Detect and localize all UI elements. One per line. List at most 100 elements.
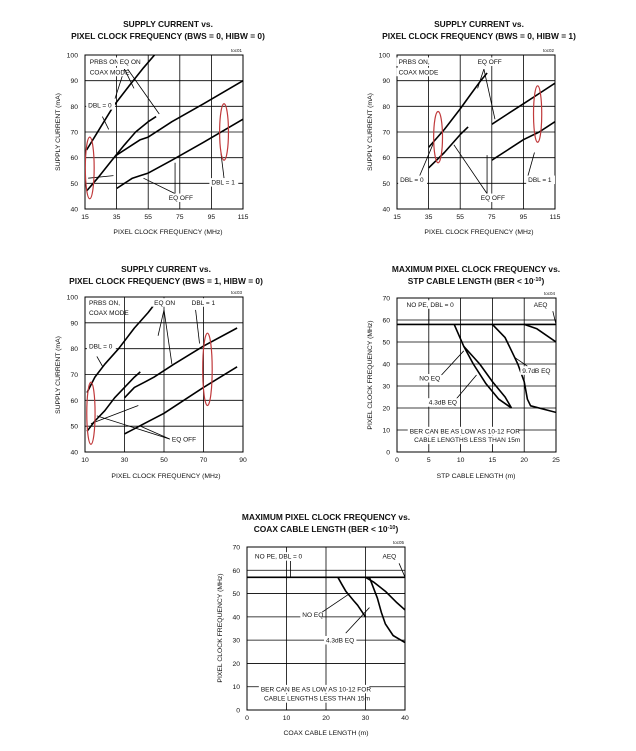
highlight-ellipse bbox=[85, 136, 95, 200]
chart-figure-tag: toc05 bbox=[393, 540, 405, 545]
chart-figure-tag: toc01 bbox=[231, 48, 243, 53]
y-tick-label: 60 bbox=[382, 155, 390, 162]
annotation-label: BER CAN BE AS LOW AS 10-12 FOR bbox=[261, 686, 372, 693]
annotation-label: AEQ bbox=[382, 554, 396, 561]
plot-frame bbox=[84, 54, 244, 210]
y-tick-label: 60 bbox=[70, 398, 78, 405]
chart-title-line-2: STP CABLE LENGTH (BER < 10-10) bbox=[408, 276, 545, 286]
annotation-leader bbox=[88, 175, 114, 179]
annotation-label: DBL = 0 bbox=[88, 103, 112, 110]
annotation-label: EQ OFF bbox=[172, 437, 196, 444]
y-axis-label: PIXEL CLOCK FREQUENCY (MHz) bbox=[367, 320, 374, 429]
annotation-label: CABLE LENGTHS LESS THAN 15m bbox=[414, 437, 520, 444]
annotation-leader bbox=[195, 309, 200, 344]
annotation-backing bbox=[209, 178, 239, 187]
x-tick-label: 70 bbox=[200, 457, 208, 464]
highlight-ellipse bbox=[532, 85, 543, 143]
annotation-label: NO EQ bbox=[302, 612, 323, 619]
series-line-3 bbox=[124, 366, 238, 435]
annotation-backing bbox=[252, 552, 307, 561]
x-tick-label: 10 bbox=[283, 715, 291, 722]
annotation-backing bbox=[86, 308, 123, 318]
plot-area bbox=[417, 68, 555, 194]
y-tick-label: 10 bbox=[382, 428, 390, 435]
annotation-label: PRBS ON, bbox=[89, 300, 120, 307]
chart-title-line-1: SUPPLY CURRENT vs. bbox=[123, 19, 213, 29]
annotation-leader bbox=[143, 177, 176, 194]
annotation-backing bbox=[407, 426, 519, 436]
annotation-label: NO PE, DBL = 0 bbox=[407, 302, 455, 309]
y-tick-label: 70 bbox=[382, 130, 390, 137]
annotation-label: COAX MODE bbox=[399, 69, 439, 76]
y-tick-label: 60 bbox=[382, 318, 390, 325]
annotation-label: COAX MODE bbox=[90, 69, 130, 76]
annotation-leader bbox=[483, 69, 496, 120]
x-tick-label: 55 bbox=[144, 214, 152, 221]
plot-area bbox=[397, 309, 556, 414]
annotation-label: DBL = 1 bbox=[528, 177, 552, 184]
x-tick-label: 0 bbox=[395, 457, 399, 464]
annotation-label: EQ ON bbox=[120, 59, 141, 66]
y-tick-label: 40 bbox=[70, 207, 78, 214]
annotation-backing bbox=[261, 694, 362, 703]
chart-title-line-2: PIXEL CLOCK FREQUENCY (BWS = 1, HIBW = 0… bbox=[69, 276, 263, 286]
annotation-backing bbox=[396, 57, 429, 66]
y-tick-label: 50 bbox=[232, 591, 240, 598]
annotation-backing bbox=[189, 298, 219, 307]
chart-supply-current-bws1-hibw0: SUPPLY CURRENT vs. PIXEL CLOCK FREQUENCY … bbox=[55, 264, 263, 480]
annotation-backing bbox=[380, 552, 396, 561]
annotation-backing bbox=[531, 300, 547, 309]
x-tick-label: 95 bbox=[520, 214, 528, 221]
annotation-backing bbox=[417, 374, 440, 383]
chart-title-line-1: MAXIMUM PIXEL CLOCK FREQUENCY vs. bbox=[242, 512, 410, 522]
y-tick-label: 90 bbox=[70, 78, 78, 85]
y-tick-label: 0 bbox=[236, 708, 240, 715]
annotation-leader bbox=[163, 309, 173, 365]
chart-max-clock-stp-cable: MAXIMUM PIXEL CLOCK FREQUENCY vs. STP CAB… bbox=[367, 264, 560, 480]
plot-area bbox=[247, 560, 405, 644]
annotation-backing bbox=[475, 57, 501, 66]
annotation-leader bbox=[345, 607, 370, 634]
annotation-leader bbox=[453, 144, 488, 194]
annotation-leader bbox=[140, 425, 171, 440]
annotation-label: NO PE, DBL = 0 bbox=[255, 554, 303, 561]
annotation-backing bbox=[412, 435, 513, 445]
y-axis-label: SUPPLY CURRENT (mA) bbox=[367, 93, 374, 171]
x-tick-label: 35 bbox=[113, 214, 121, 221]
x-axis-label: PIXEL CLOCK FREQUENCY (MHz) bbox=[113, 229, 222, 236]
annotation-label: DBL = 0 bbox=[400, 177, 424, 184]
x-tick-label: 10 bbox=[81, 457, 89, 464]
annotation-label: EQ ON bbox=[154, 300, 175, 307]
x-tick-label: 15 bbox=[81, 214, 89, 221]
plot-frame bbox=[396, 54, 556, 210]
annotation-backing bbox=[404, 300, 459, 309]
y-tick-label: 70 bbox=[70, 372, 78, 379]
annotation-backing bbox=[86, 298, 120, 307]
y-tick-label: 40 bbox=[382, 362, 390, 369]
annotation-backing bbox=[258, 684, 370, 694]
annotation-backing bbox=[300, 610, 323, 619]
annotation-label: COAX MODE bbox=[89, 310, 129, 317]
annotation-label: CABLE LENGTHS LESS THAN 15m bbox=[264, 696, 370, 703]
series-line-2 bbox=[337, 576, 367, 618]
annotation-backing bbox=[396, 67, 433, 77]
x-tick-label: 115 bbox=[238, 214, 249, 221]
chart-figure-tag: toc04 bbox=[544, 291, 556, 296]
chart-title-line-1: SUPPLY CURRENT vs. bbox=[121, 264, 211, 274]
x-axis-label: PIXEL CLOCK FREQUENCY (MHz) bbox=[111, 473, 220, 480]
annotation-leader bbox=[90, 405, 139, 424]
series-line-2 bbox=[116, 80, 243, 156]
x-tick-label: 40 bbox=[401, 715, 409, 722]
series-line-3 bbox=[368, 577, 405, 644]
annotation-leader bbox=[96, 415, 171, 440]
plot-frame bbox=[246, 546, 406, 711]
annotation-leader bbox=[96, 356, 104, 367]
y-tick-label: 40 bbox=[232, 614, 240, 621]
y-tick-label: 100 bbox=[67, 53, 79, 60]
annotation-label: NO EQ bbox=[419, 376, 440, 383]
annotation-backing bbox=[520, 366, 553, 375]
x-tick-label: 30 bbox=[121, 457, 129, 464]
y-tick-label: 50 bbox=[382, 181, 390, 188]
series-line-3 bbox=[491, 121, 555, 161]
